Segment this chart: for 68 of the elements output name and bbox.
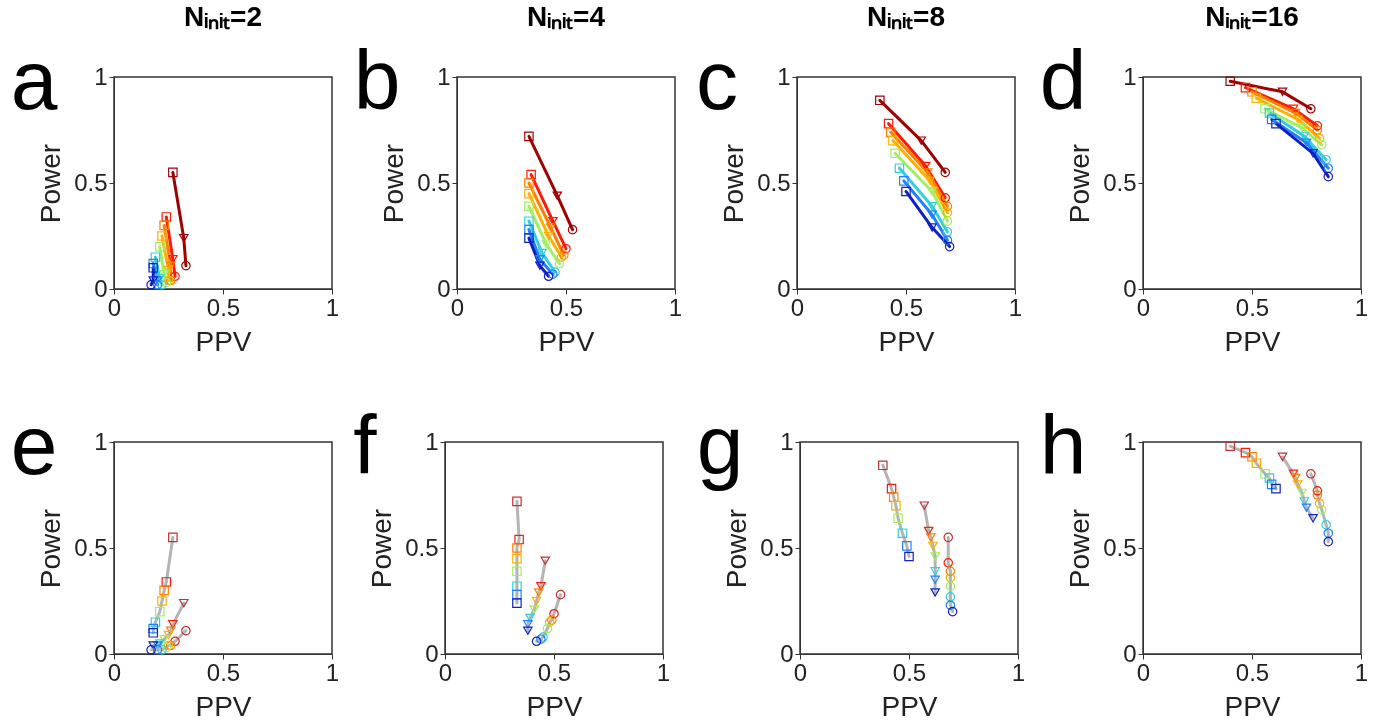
y-axis-title: Power	[35, 508, 67, 589]
chart-title: Nᵢₙᵢₜ=4	[526, 1, 606, 32]
y-tick-label: 0.5	[760, 533, 794, 561]
y-tick-label: 1	[425, 427, 439, 455]
x-axis-title: PPV	[881, 690, 938, 722]
chart-title: Nᵢₙᵢₜ=2	[183, 1, 263, 32]
x-tick-label: 1	[325, 293, 340, 321]
x-tick-label: 0.5	[889, 293, 924, 321]
y-tick-label: 1	[94, 427, 108, 455]
x-tick-label: 0.5	[549, 293, 584, 321]
text: h	[1039, 398, 1087, 492]
y-axis-title: Power	[1064, 508, 1096, 589]
chart-title: Nᵢₙᵢₜ=16	[1205, 1, 1299, 32]
x-axis-title: PPV	[195, 325, 252, 357]
y-tick-label: 0	[94, 639, 108, 667]
y-tick-label: 0.5	[74, 168, 108, 196]
y-tick-label: 0.5	[1103, 168, 1137, 196]
y-tick-label: 1	[780, 427, 794, 455]
text: c	[696, 33, 738, 127]
x-tick-label: 0.5	[1235, 293, 1270, 321]
x-axis-title: PPV	[878, 325, 935, 357]
x-tick-label: 1	[1011, 658, 1026, 686]
y-tick-label: 0	[1123, 274, 1137, 302]
y-tick-label: 1	[1123, 427, 1137, 455]
y-tick-label: 0.5	[74, 533, 108, 561]
text: f	[353, 398, 378, 492]
x-axis-title: PPV	[538, 325, 595, 357]
x-tick-label: 1	[325, 658, 340, 686]
y-tick-label: 0	[94, 274, 108, 302]
y-tick-label: 0	[1123, 639, 1137, 667]
y-tick-label: 0	[780, 639, 794, 667]
text: b	[353, 33, 401, 127]
x-axis-title: PPV	[526, 690, 583, 722]
x-tick-label: 0.5	[537, 658, 572, 686]
y-axis-title: Power	[366, 508, 398, 589]
y-tick-label: 0	[777, 274, 791, 302]
x-tick-label: 1	[1354, 658, 1369, 686]
x-axis-title: PPV	[195, 690, 252, 722]
x-tick-label: 1	[668, 293, 683, 321]
y-axis-title: Power	[35, 143, 67, 224]
y-axis-title: Power	[721, 508, 753, 589]
y-tick-label: 0	[425, 639, 439, 667]
y-tick-label: 0.5	[757, 168, 791, 196]
x-axis-title: PPV	[1224, 690, 1281, 722]
y-tick-label: 0.5	[405, 533, 439, 561]
x-tick-label: 0.5	[892, 658, 927, 686]
y-tick-label: 1	[1123, 62, 1137, 90]
x-tick-label: 1	[656, 658, 671, 686]
y-tick-label: 1	[94, 62, 108, 90]
x-tick-label: 0.5	[1235, 658, 1270, 686]
y-axis-title: Power	[378, 143, 410, 224]
y-tick-label: 0	[437, 274, 451, 302]
y-tick-label: 0.5	[1103, 533, 1137, 561]
x-tick-label: 1	[1354, 293, 1369, 321]
text: d	[1039, 33, 1087, 127]
y-tick-label: 0.5	[417, 168, 451, 196]
y-tick-label: 1	[437, 62, 451, 90]
x-tick-label: 0.5	[206, 293, 241, 321]
y-axis-title: Power	[1064, 143, 1096, 224]
x-tick-label: 0.5	[206, 658, 241, 686]
text: a	[10, 33, 58, 127]
chart-title: Nᵢₙᵢₜ=8	[866, 1, 946, 32]
text: e	[10, 398, 58, 492]
x-axis-title: PPV	[1224, 325, 1281, 357]
y-tick-label: 1	[777, 62, 791, 90]
text: g	[696, 398, 744, 492]
x-tick-label: 1	[1008, 293, 1023, 321]
y-axis-title: Power	[718, 143, 750, 224]
